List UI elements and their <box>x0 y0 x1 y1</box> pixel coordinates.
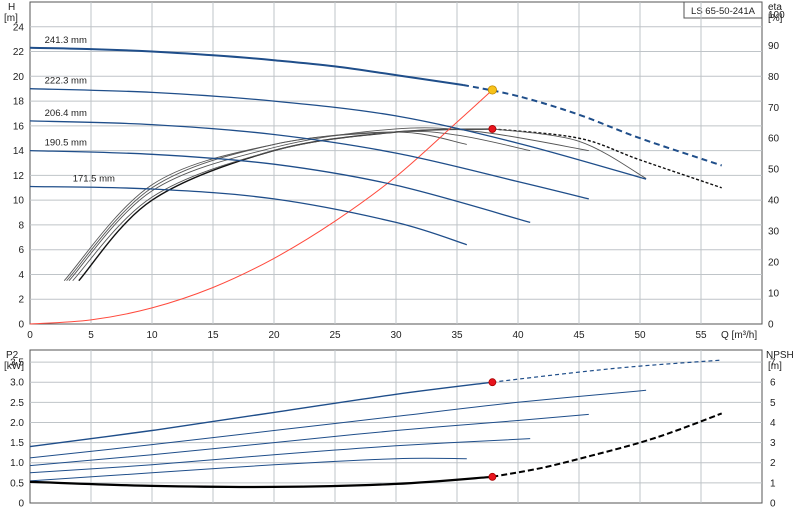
npsh-tick-label: 6 <box>770 378 776 389</box>
head-curve-label: 222.3 mm <box>45 76 87 87</box>
y-axis-label-head: H <box>8 2 15 13</box>
eta-tick-label: 40 <box>768 196 780 207</box>
eta-tick-label: 30 <box>768 227 780 238</box>
x-tick-label: 35 <box>451 330 463 341</box>
eta-curve <box>72 128 494 282</box>
eta-curve <box>63 131 467 282</box>
power-tick-label: 3.5 <box>10 358 24 369</box>
head-tick-label: 6 <box>18 245 24 256</box>
eta-tick-label: 70 <box>768 103 780 114</box>
power-curve <box>29 413 589 467</box>
power-tick-label: 1.0 <box>10 458 24 469</box>
system-curve <box>29 89 493 325</box>
head-curve <box>29 46 464 86</box>
head-tick-label: 22 <box>13 47 25 58</box>
duty-point-head <box>487 85 497 95</box>
head-curve-label: 171.5 mm <box>73 174 115 185</box>
power-tick-label: 0 <box>18 499 24 510</box>
x-axis-label: Q [m³/h] <box>721 330 757 341</box>
duty-point-npsh <box>488 472 497 481</box>
power-tick-label: 2.5 <box>10 398 24 409</box>
head-curve <box>29 185 467 246</box>
head-curve-label: 206.4 mm <box>45 108 87 119</box>
eta-tick-label: 50 <box>768 165 780 176</box>
npsh-tick-label: 1 <box>770 478 776 489</box>
head-curve <box>29 88 647 180</box>
head-tick-label: 4 <box>18 270 24 281</box>
head-curve-dashed <box>462 84 723 167</box>
x-tick-label: 55 <box>695 330 707 341</box>
model-label: LS 65-50-241A <box>691 6 756 17</box>
eta-curve-tail <box>493 128 647 179</box>
eta-tick-label: 10 <box>768 289 780 300</box>
head-tick-label: 0 <box>18 320 24 331</box>
power-tick-label: 2.0 <box>10 418 24 429</box>
x-tick-label: 15 <box>207 330 219 341</box>
x-tick-label: 30 <box>390 330 402 341</box>
x-tick-label: 20 <box>268 330 280 341</box>
eta-tick-label: 20 <box>768 258 780 269</box>
x-tick-label: 25 <box>329 330 341 341</box>
power-tick-label: 3.0 <box>10 378 24 389</box>
x-tick-label: 5 <box>88 330 94 341</box>
head-tick-label: 8 <box>18 220 24 231</box>
model-label-box <box>683 1 763 19</box>
y-axis-unit-eta: [%] <box>768 13 783 24</box>
npsh-tick-label: 2 <box>770 458 776 469</box>
npsh-curve <box>29 475 493 489</box>
head-curve-label: 190.5 mm <box>45 138 87 149</box>
eta-tick-label: 60 <box>768 134 780 145</box>
head-tick-label: 2 <box>18 295 24 306</box>
head-curve <box>29 149 531 224</box>
x-tick-label: 40 <box>512 330 524 341</box>
head-tick-label: 12 <box>13 171 25 182</box>
eta-tick-label: 80 <box>768 72 780 83</box>
y-axis-unit-npsh: [m] <box>768 361 782 372</box>
y-axis-unit-power: [kW] <box>4 361 24 372</box>
eta-tick-label: 90 <box>768 41 780 52</box>
duty-point-eta <box>488 125 497 133</box>
head-tick-label: 20 <box>13 72 25 83</box>
y-axis-label-eta: eta <box>768 2 782 13</box>
power-curve <box>29 389 647 459</box>
head-tick-label: 10 <box>13 196 25 207</box>
npsh-curve-dashed <box>492 412 723 478</box>
npsh-tick-label: 3 <box>770 438 776 449</box>
eta-tick-label: 100 <box>768 10 785 21</box>
eta-tick-label: 0 <box>768 320 774 331</box>
y-axis-label-power: P2 <box>6 350 19 361</box>
npsh-tick-label: 0 <box>770 499 776 510</box>
npsh-tick-label: 4 <box>770 418 776 429</box>
eta-curve-tail <box>493 128 722 189</box>
power-curve <box>29 457 467 482</box>
head-tick-label: 24 <box>13 22 25 33</box>
x-tick-label: 45 <box>573 330 585 341</box>
x-tick-label: 10 <box>146 330 158 341</box>
duty-point-power <box>488 378 497 387</box>
head-curve-label: 241.3 mm <box>45 35 87 46</box>
eta-curve <box>68 127 589 282</box>
power-curve <box>29 381 493 448</box>
npsh-tick-label: 5 <box>770 398 776 409</box>
power-tick-label: 1.5 <box>10 438 24 449</box>
y-axis-label-npsh: NPSH <box>766 350 794 361</box>
power-curve-dashed <box>492 359 722 383</box>
npsh-tick-label: 7 <box>770 358 776 369</box>
x-tick-label: 0 <box>27 330 33 341</box>
head-curve <box>29 120 589 200</box>
head-tick-label: 18 <box>13 97 25 108</box>
head-tick-label: 14 <box>13 146 25 157</box>
power-tick-label: 0.5 <box>10 478 24 489</box>
power-curve <box>29 438 531 474</box>
x-tick-label: 50 <box>634 330 646 341</box>
y-axis-unit-head: [m] <box>4 13 18 24</box>
head-tick-label: 16 <box>13 121 25 132</box>
